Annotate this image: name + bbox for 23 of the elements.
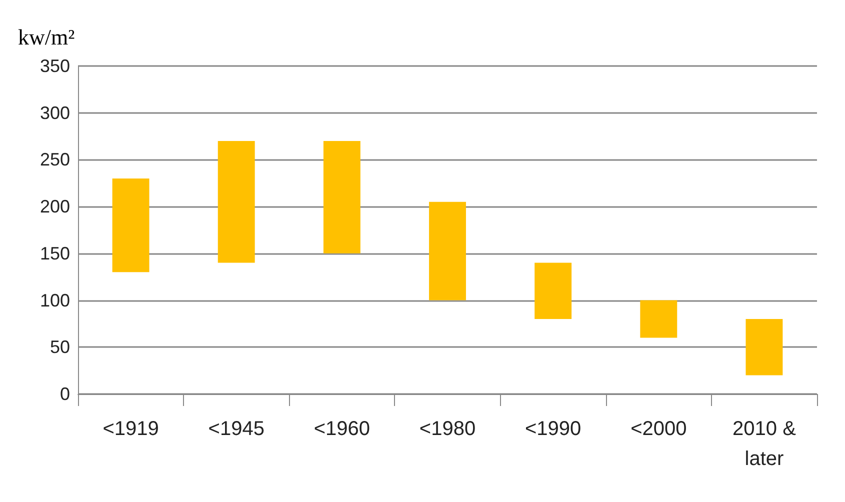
y-tick-label: 50	[50, 337, 70, 358]
x-tick-label: <2000	[630, 418, 687, 440]
y-tick-label: 100	[40, 290, 70, 310]
y-tick-label: 250	[40, 150, 70, 170]
bar	[534, 262, 572, 320]
y-tick-label: 350	[40, 56, 70, 76]
y-tick-label: 0	[60, 384, 70, 404]
bar	[640, 300, 678, 338]
y-tick-label: 150	[40, 243, 70, 264]
bar	[429, 202, 466, 300]
y-tick-label: 300	[40, 102, 70, 123]
x-tick-label: <1945	[208, 418, 264, 440]
bar	[218, 140, 255, 263]
bar	[112, 178, 150, 272]
bar	[746, 319, 783, 376]
y-tick-label: 200	[40, 196, 70, 217]
bar	[323, 140, 360, 254]
x-tick-label: <1919	[102, 418, 159, 440]
x-tick-label: 2010 & later	[732, 418, 797, 470]
x-tick-label: <1980	[419, 418, 476, 440]
x-tick-label: <1960	[314, 418, 370, 440]
y-axis-title: kw/m²	[18, 24, 76, 50]
x-tick-label: <1990	[524, 418, 582, 440]
